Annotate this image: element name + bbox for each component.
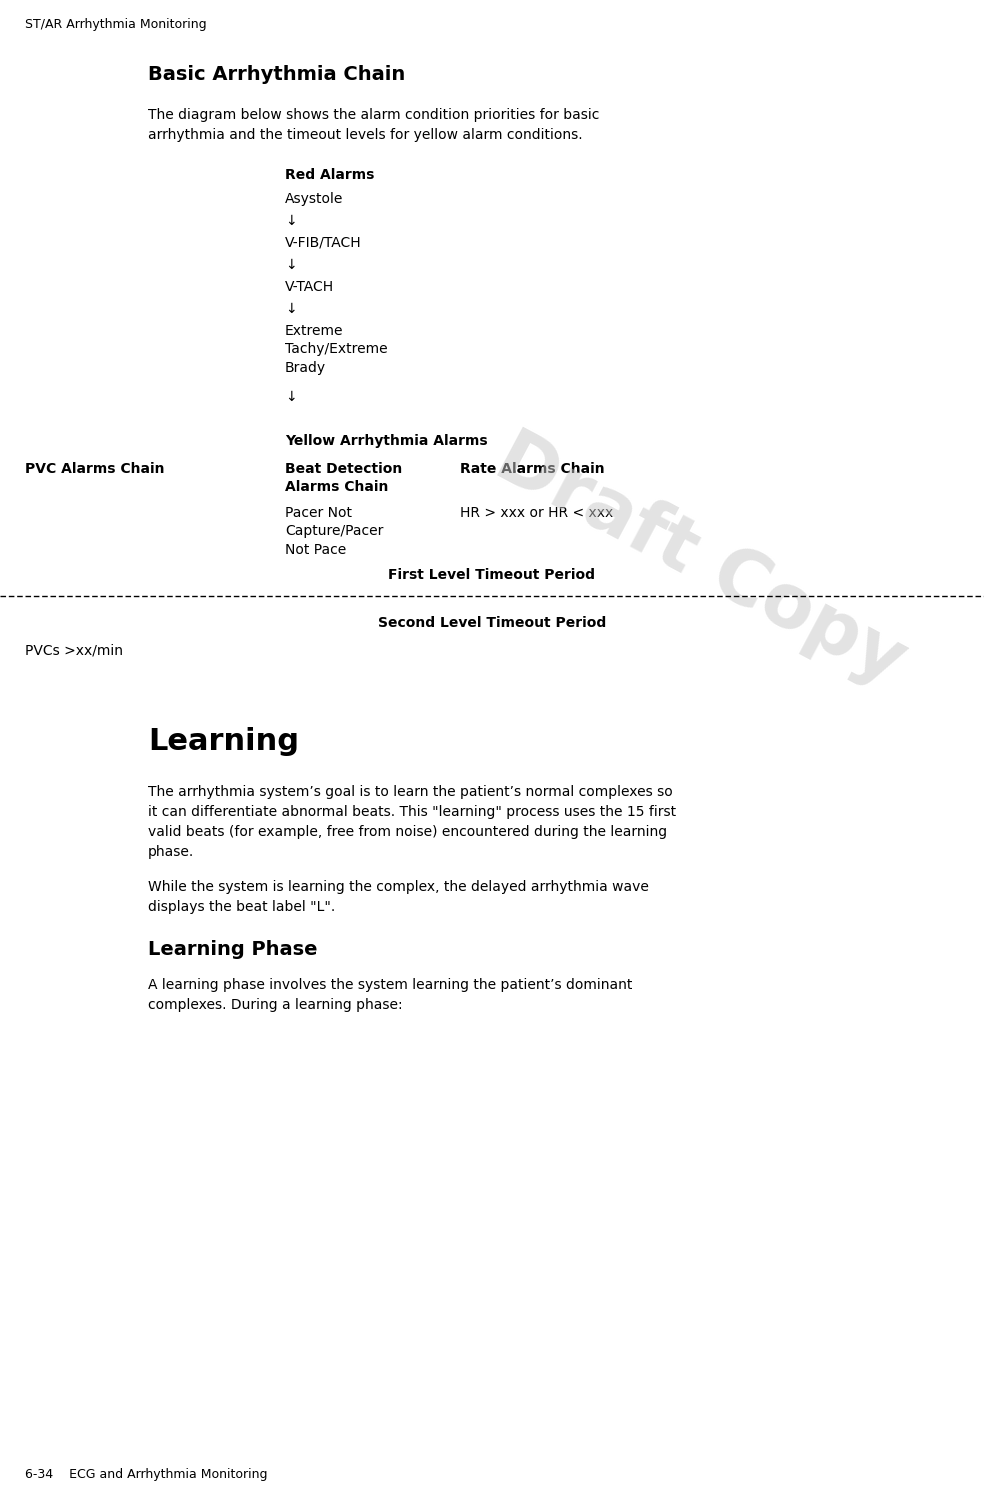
Text: ST/AR Arrhythmia Monitoring: ST/AR Arrhythmia Monitoring [25,18,207,31]
Text: Pacer Not
Capture/Pacer
Not Pace: Pacer Not Capture/Pacer Not Pace [285,506,384,557]
Text: V-FIB/TACH: V-FIB/TACH [285,237,362,250]
Text: While the system is learning the complex, the delayed arrhythmia wave
displays t: While the system is learning the complex… [148,879,648,914]
Text: Draft Copy: Draft Copy [483,421,917,698]
Text: First Level Timeout Period: First Level Timeout Period [389,568,595,583]
Text: HR > xxx or HR < xxx: HR > xxx or HR < xxx [460,506,613,520]
Text: Basic Arrhythmia Chain: Basic Arrhythmia Chain [148,64,405,84]
Text: Extreme
Tachy/Extreme
Brady: Extreme Tachy/Extreme Brady [285,324,388,374]
Text: PVC Alarms Chain: PVC Alarms Chain [25,461,164,476]
Text: Asystole: Asystole [285,192,343,207]
Text: ↓: ↓ [285,303,296,316]
Text: Second Level Timeout Period: Second Level Timeout Period [378,616,606,631]
Text: Rate Alarms Chain: Rate Alarms Chain [460,461,604,476]
Text: 6-34    ECG and Arrhythmia Monitoring: 6-34 ECG and Arrhythmia Monitoring [25,1468,268,1482]
Text: A learning phase involves the system learning the patient’s dominant
complexes. : A learning phase involves the system lea… [148,978,633,1013]
Text: V-TACH: V-TACH [285,280,335,294]
Text: The diagram below shows the alarm condition priorities for basic
arrhythmia and : The diagram below shows the alarm condit… [148,108,599,142]
Text: Beat Detection
Alarms Chain: Beat Detection Alarms Chain [285,461,402,494]
Text: PVCs >xx/min: PVCs >xx/min [25,644,123,658]
Text: Yellow Arrhythmia Alarms: Yellow Arrhythmia Alarms [285,434,488,448]
Text: Learning Phase: Learning Phase [148,941,318,959]
Text: Red Alarms: Red Alarms [285,168,374,181]
Text: Learning: Learning [148,727,299,756]
Text: ↓: ↓ [285,258,296,273]
Text: ↓: ↓ [285,389,296,404]
Text: The arrhythmia system’s goal is to learn the patient’s normal complexes so
it ca: The arrhythmia system’s goal is to learn… [148,785,676,860]
Text: ↓: ↓ [285,214,296,228]
